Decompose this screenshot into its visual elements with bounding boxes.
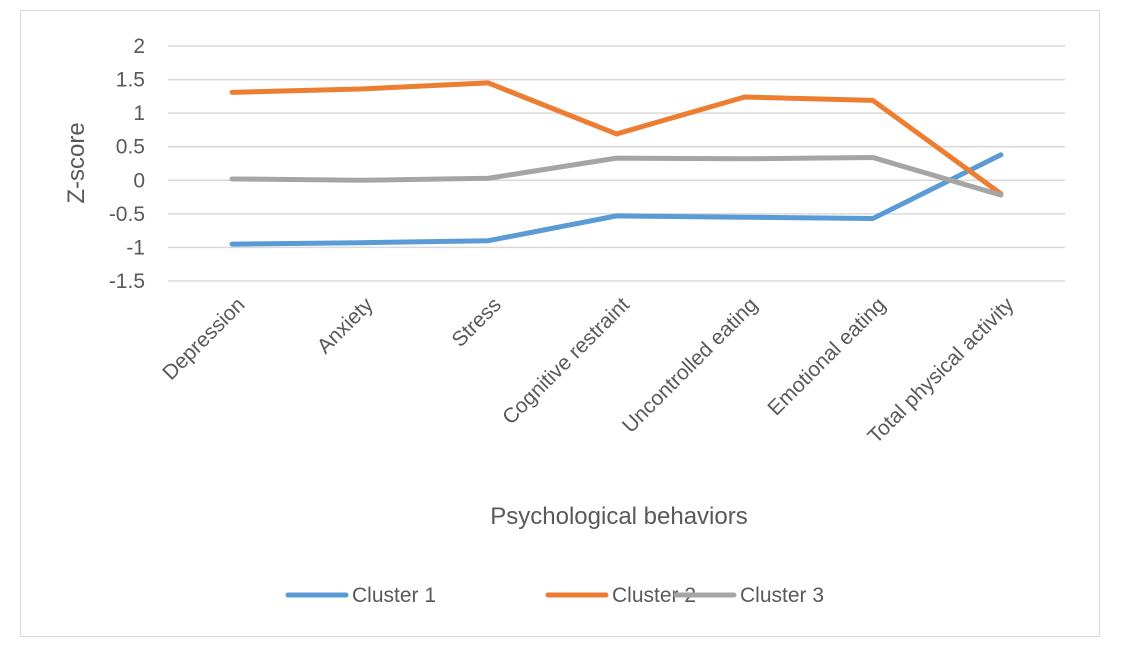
series-line-cluster-1 — [229, 152, 1004, 247]
y-tick-label: -1 — [126, 236, 145, 259]
y-tick-label: 0.5 — [116, 136, 145, 159]
y-tick-label: 1.5 — [116, 69, 145, 92]
series-line-cluster-2 — [229, 80, 1004, 197]
y-tick-label: -0.5 — [109, 203, 145, 226]
y-axis-title: Z-score — [63, 122, 90, 203]
y-tick-label: -1.5 — [109, 270, 145, 293]
y-tick-label: 2 — [133, 35, 145, 58]
x-tick-label: Anxiety — [313, 293, 378, 358]
series-line-cluster-3 — [229, 154, 1004, 198]
x-tick-label: Total physical activity — [864, 293, 1019, 448]
x-axis-title: Psychological behaviors — [490, 503, 747, 530]
legend-label: Cluster 3 — [740, 584, 824, 607]
x-tick-label: Stress — [448, 293, 506, 351]
y-tick-label: 0 — [133, 169, 145, 192]
legend-label: Cluster 2 — [612, 584, 696, 607]
legend: Cluster 1 Cluster 2 Cluster 3 — [285, 584, 824, 607]
x-tick-label: Cognitive restraint — [498, 293, 634, 429]
chart-frame — [20, 10, 1100, 637]
x-tick-label: Emotional eating — [763, 293, 890, 420]
x-tick-label: Depression — [158, 293, 249, 384]
series-lines — [229, 80, 1004, 247]
y-tick-label: 1 — [133, 102, 145, 125]
x-tick-label: Uncontrolled eating — [618, 293, 762, 437]
legend-label: Cluster 1 — [352, 584, 436, 607]
y-axis-ticks: 2 1.5 1 0.5 0 -0.5 -1 -1.5 — [109, 35, 145, 293]
